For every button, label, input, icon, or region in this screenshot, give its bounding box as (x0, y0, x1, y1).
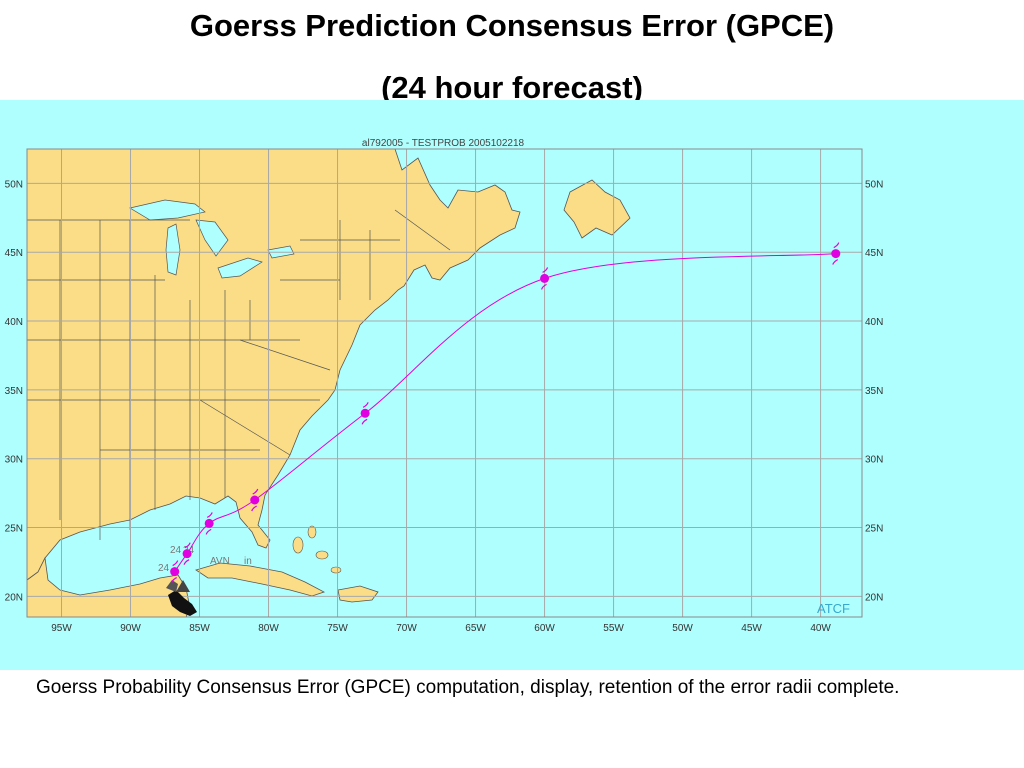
graticule (27, 149, 862, 617)
latitude-label: 50N (865, 179, 883, 190)
longitude-label: 40W (810, 623, 831, 634)
latitude-label: 40N (865, 317, 883, 328)
storm-position-marker (360, 402, 370, 425)
longitude-label: 80W (258, 623, 279, 634)
forecast-positions (170, 242, 841, 583)
bahamas-land (292, 525, 342, 574)
latitude-label: 40N (5, 317, 23, 328)
latitude-label: 20N (5, 592, 23, 603)
aid-label: AVN (210, 556, 230, 567)
political-borders (27, 209, 451, 540)
storm-position-marker (204, 512, 214, 535)
storm-position-marker (170, 560, 180, 583)
aid-label: 24 (158, 563, 170, 574)
latitude-labels-left: 50N 45N 40N 35N 30N 25N 20N (5, 179, 23, 603)
latitude-label: 35N (5, 386, 23, 397)
latitude-label: 30N (5, 455, 23, 466)
longitude-label: 85W (189, 623, 210, 634)
map-header: al792005 - TESTPROB 2005102218 (362, 138, 525, 149)
storm-position-marker (182, 542, 192, 565)
longitude-label: 45W (741, 623, 762, 634)
latitude-label: 45N (5, 248, 23, 259)
cuba-land (195, 562, 326, 597)
atcf-watermark: ATCF (817, 601, 850, 616)
hispaniola-land (337, 585, 379, 603)
latitude-label: 30N (865, 455, 883, 466)
longitude-label: 50W (672, 623, 693, 634)
latitude-labels-right: 50N 45N 40N 35N 30N 25N 20N (865, 179, 883, 603)
latitude-label: 45N (865, 248, 883, 259)
slide-subtitle: (24 hour forecast) (381, 70, 643, 105)
latitude-label: 35N (865, 386, 883, 397)
longitude-label: 95W (51, 623, 72, 634)
map-frame (26, 148, 863, 618)
forecast-track-line (174, 253, 836, 572)
storm-position-marker (540, 267, 550, 290)
longitude-label: 70W (396, 623, 417, 634)
longitude-label: 55W (603, 623, 624, 634)
map-panel: al792005 - TESTPROB 2005102218 (0, 100, 1024, 670)
latitude-label: 20N (865, 592, 883, 603)
aid-label: 24 (170, 545, 182, 556)
longitude-label: 60W (534, 623, 555, 634)
storm-position-marker (250, 488, 260, 512)
longitude-label: 75W (327, 623, 348, 634)
error-swath (166, 580, 197, 616)
aid-label: in (244, 556, 252, 567)
latitude-label: 25N (5, 524, 23, 535)
slide-caption: Goerss Probability Consensus Error (GPCE… (36, 677, 900, 698)
longitude-labels: 95W 90W 85W 80W 75W 70W 65W 60W 55W 50W 45W 40W (51, 623, 831, 634)
slide-title: Goerss Prediction Consensus Error (GPCE) (189, 8, 835, 43)
track-map: al792005 - TESTPROB 2005102218 (5, 138, 884, 634)
storm-position-marker (831, 242, 841, 265)
latitude-label: 50N (5, 179, 23, 190)
longitude-label: 65W (465, 623, 486, 634)
longitude-label: 90W (120, 623, 141, 634)
latitude-label: 25N (865, 524, 883, 535)
